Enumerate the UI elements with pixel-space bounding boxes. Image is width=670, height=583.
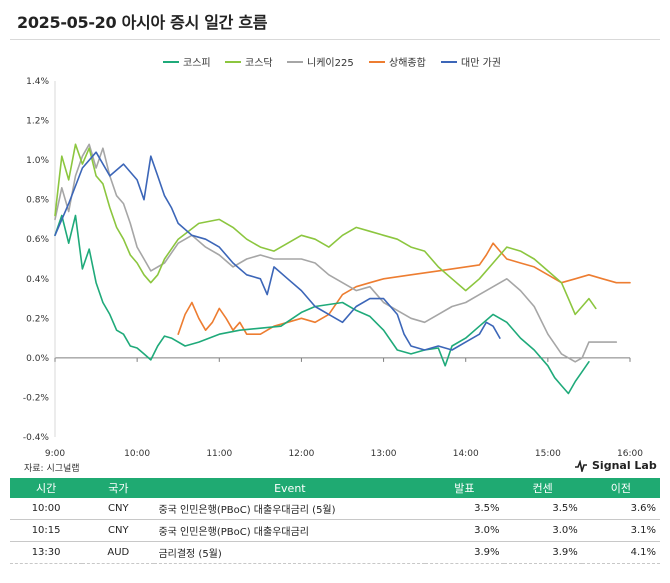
line-chart: 코스피 코스닥 니케이225 상해종합 대만 가권 1.4% 1.2% 1.0% 0.8% 0.… <box>23 56 643 459</box>
y-tick-label: 0.0% <box>26 354 49 364</box>
legend-item-kosdaq: 코스닥 <box>225 57 273 69</box>
cell-event: 중국 인민은행(PBoC) 대출우대금리 <box>154 519 426 542</box>
x-tick-label: 16:00 <box>617 449 643 459</box>
y-tick-label: 1.0% <box>26 156 49 166</box>
brand-name: Signal Lab <box>592 459 657 472</box>
header-event: Event <box>274 481 306 495</box>
x-tick-label: 12:00 <box>288 449 314 459</box>
y-tick-label: -0.2% <box>23 393 50 403</box>
x-tick-label: 13:00 <box>371 449 397 459</box>
cell-time: 10:15 <box>10 519 83 542</box>
y-tick-label: 0.8% <box>26 196 49 206</box>
cell-event: 금리결정 (5월) <box>154 541 426 564</box>
x-axis: 9:00 10:00 11:00 12:00 13:00 14:00 15:00 16:00 <box>45 357 643 459</box>
header-actual: 발표 <box>454 482 475 495</box>
page-title: 2025-05-20 아시아 증시 일간 흐름 <box>17 13 268 32</box>
cell-previous: 3.1% <box>581 519 660 542</box>
cell-country: CNY <box>82 519 155 542</box>
y-tick-label: 1.4% <box>26 77 49 87</box>
cell-previous: 4.1% <box>581 541 660 564</box>
cell-actual: 3.0% <box>425 519 504 542</box>
signal-pulse-icon <box>575 459 587 472</box>
y-tick-label: 0.6% <box>26 235 49 245</box>
x-tick-label: 14:00 <box>453 449 479 459</box>
header-consensus: 컨센 <box>532 482 553 495</box>
table-row: 10:00 CNY 중국 인민은행(PBoC) 대출우대금리 (5월) 3.5%… <box>10 498 660 520</box>
y-tick-label: 1.2% <box>26 117 49 127</box>
y-axis: 1.4% 1.2% 1.0% 0.8% 0.6% 0.4% 0.2% 0.0% -0.2% -0.… <box>23 77 630 443</box>
cell-actual: 3.9% <box>425 541 504 564</box>
legend-label: 상해종합 <box>389 56 426 69</box>
x-tick-label: 10:00 <box>124 449 150 459</box>
y-tick-label: -0.4% <box>23 433 50 443</box>
cell-actual: 3.5% <box>425 498 504 520</box>
source-note: 자료: 시그널랩 <box>24 464 80 474</box>
chart-legend: 코스피 코스닥 니케이225 상해종합 대만 가권 <box>163 56 501 69</box>
brand-logo: Signal Lab <box>574 459 657 472</box>
table-row: 10:15 CNY 중국 인민은행(PBoC) 대출우대금리 3.0% 3.0%… <box>10 519 660 542</box>
cell-event: 중국 인민은행(PBoC) 대출우대금리 (5월) <box>154 498 426 520</box>
table-row: 13:30 AUD 금리결정 (5월) 3.9% 3.9% 4.1% <box>10 541 660 564</box>
economic-events-table: 시간 국가 Event 발표 컨센 이전 10:00 CNY 중국 인민은행(P… <box>10 478 660 564</box>
cell-previous: 3.6% <box>581 498 660 520</box>
header-country: 국가 <box>108 482 129 495</box>
cell-country: AUD <box>82 541 155 564</box>
series-line-nikkei <box>54 143 618 363</box>
x-tick-label: 11:00 <box>206 449 232 459</box>
legend-item-nikkei: 니케이225 <box>287 57 354 69</box>
cell-time: 13:30 <box>10 541 83 564</box>
title-divider <box>10 39 660 40</box>
cell-time: 10:00 <box>10 498 83 520</box>
x-tick-label: 9:00 <box>45 449 65 459</box>
cell-consensus: 3.0% <box>503 519 582 542</box>
series-layer <box>54 143 631 395</box>
y-tick-label: 0.2% <box>26 314 49 324</box>
series-line-kospi <box>54 214 590 395</box>
y-tick-label: 0.4% <box>26 275 49 285</box>
cell-consensus: 3.5% <box>503 498 582 520</box>
legend-item-kospi: 코스피 <box>163 57 211 69</box>
table-header-row: 시간 국가 Event 발표 컨센 이전 <box>10 478 660 498</box>
legend-item-shanghai: 상해종합 <box>369 56 426 69</box>
legend-label: 코스닥 <box>245 57 273 69</box>
header-previous: 이전 <box>610 482 631 495</box>
cell-consensus: 3.9% <box>503 541 582 564</box>
cell-country: CNY <box>82 498 155 520</box>
series-line-kosdaq <box>54 143 597 316</box>
series-line-taiwan <box>54 151 501 351</box>
legend-label: 코스피 <box>183 57 211 69</box>
legend-item-taiwan: 대만 가권 <box>441 57 501 69</box>
series-line-shanghai <box>177 242 631 336</box>
legend-label: 니케이225 <box>307 57 354 69</box>
legend-label: 대만 가권 <box>461 57 501 69</box>
header-time: 시간 <box>35 482 57 495</box>
x-tick-label: 15:00 <box>535 449 561 459</box>
